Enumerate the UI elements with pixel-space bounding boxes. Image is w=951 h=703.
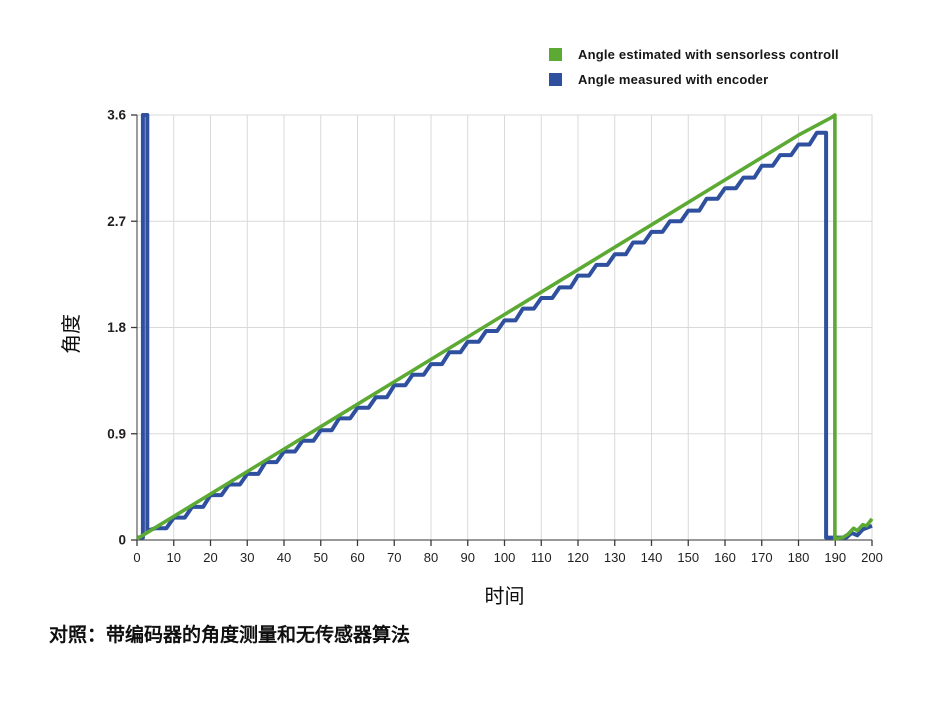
series-angle-estimated-with-sensorless-controll — [136, 113, 874, 541]
series-angle-measured-with-encoder — [137, 113, 873, 540]
y-tick-label: 0 — [118, 533, 126, 548]
x-tick-label: 140 — [641, 550, 663, 565]
figure-caption: 对照：带编码器的角度测量和无传感器算法 — [49, 625, 411, 646]
x-tick-label: 20 — [203, 550, 217, 565]
x-tick-label: 170 — [751, 550, 773, 565]
x-tick-label: 70 — [387, 550, 401, 565]
x-tick-label: 80 — [424, 550, 438, 565]
legend-label-encoder: Angle measured with encoder — [578, 72, 769, 87]
x-tick-label: 180 — [788, 550, 810, 565]
legend-swatch-green-icon — [549, 48, 562, 61]
x-axis-title: 时间 — [484, 586, 525, 608]
x-tick-label: 60 — [350, 550, 364, 565]
y-tick-label: 2.7 — [107, 214, 126, 229]
y-tick-label: 0.9 — [107, 426, 126, 441]
line-chart: 0 10 20 30 40 50 60 70 80 90 100 110 120 130 140 150 160… — [107, 108, 883, 566]
x-tick-label: 190 — [824, 550, 846, 565]
x-tick-label: 130 — [604, 550, 626, 565]
x-tick-label: 0 — [133, 550, 140, 565]
x-tick-label: 40 — [277, 550, 291, 565]
y-tick-label: 1.8 — [107, 320, 126, 335]
legend-item-sensorless: Angle estimated with sensorless controll — [549, 47, 839, 62]
x-tick-label: 10 — [167, 550, 181, 565]
x-tick-label: 110 — [531, 550, 552, 565]
x-tick-label: 120 — [567, 550, 589, 565]
legend-item-encoder: Angle measured with encoder — [549, 72, 839, 87]
x-tick-label: 200 — [861, 550, 883, 565]
x-tick-label: 50 — [314, 550, 328, 565]
y-tick-label: 3.6 — [107, 108, 126, 123]
legend-label-sensorless: Angle estimated with sensorless controll — [578, 47, 839, 62]
chart-legend: Angle estimated with sensorless controll… — [549, 47, 839, 87]
legend-swatch-blue-icon — [549, 73, 562, 86]
x-tick-label: 150 — [677, 550, 699, 565]
x-tick-label: 100 — [494, 550, 516, 565]
x-tick-label: 160 — [714, 550, 736, 565]
x-tick-label: 30 — [240, 550, 254, 565]
y-axis-title: 角度 — [61, 314, 83, 354]
x-tick-label: 90 — [461, 550, 475, 565]
